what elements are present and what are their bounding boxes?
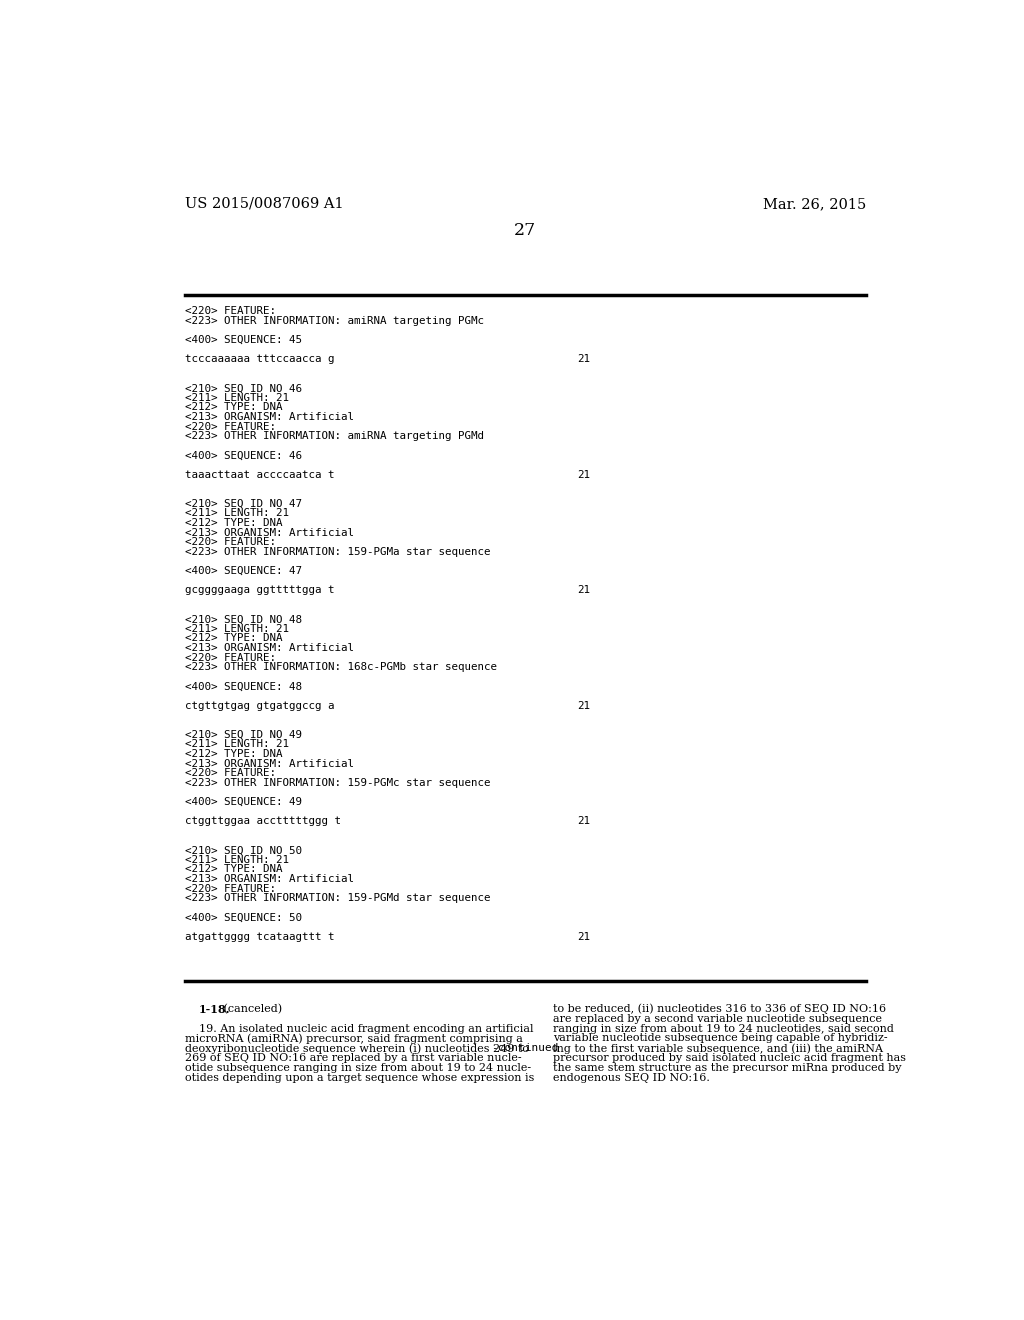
Text: <223> OTHER INFORMATION: amiRNA targeting PGMd: <223> OTHER INFORMATION: amiRNA targetin… xyxy=(184,432,483,441)
Text: <211> LENGTH: 21: <211> LENGTH: 21 xyxy=(184,855,289,865)
Text: <210> SEQ ID NO 49: <210> SEQ ID NO 49 xyxy=(184,730,302,739)
Text: 1-18.: 1-18. xyxy=(199,1003,230,1015)
Text: <210> SEQ ID NO 47: <210> SEQ ID NO 47 xyxy=(184,499,302,508)
Text: 21: 21 xyxy=(578,932,591,942)
Text: <220> FEATURE:: <220> FEATURE: xyxy=(184,768,275,779)
Text: tcccaaaaaa tttccaacca g: tcccaaaaaa tttccaacca g xyxy=(184,354,334,364)
Text: <223> OTHER INFORMATION: 168c-PGMb star sequence: <223> OTHER INFORMATION: 168c-PGMb star … xyxy=(184,663,497,672)
Text: 21: 21 xyxy=(578,701,591,711)
Text: atgattgggg tcataagttt t: atgattgggg tcataagttt t xyxy=(184,932,334,942)
Text: <212> TYPE: DNA: <212> TYPE: DNA xyxy=(184,748,282,759)
Text: ctgttgtgag gtgatggccg a: ctgttgtgag gtgatggccg a xyxy=(184,701,334,711)
Text: gcggggaaga ggtttttgga t: gcggggaaga ggtttttgga t xyxy=(184,585,334,595)
Text: <211> LENGTH: 21: <211> LENGTH: 21 xyxy=(184,508,289,519)
Text: <223> OTHER INFORMATION: 159-PGMc star sequence: <223> OTHER INFORMATION: 159-PGMc star s… xyxy=(184,777,490,788)
Text: variable nucleotide subsequence being capable of hybridiz-: variable nucleotide subsequence being ca… xyxy=(553,1034,888,1043)
Text: -continued: -continued xyxy=(492,1043,558,1053)
Text: to be reduced, (ii) nucleotides 316 to 336 of SEQ ID NO:16: to be reduced, (ii) nucleotides 316 to 3… xyxy=(553,1003,886,1015)
Text: Mar. 26, 2015: Mar. 26, 2015 xyxy=(763,197,866,211)
Text: precursor produced by said isolated nucleic acid fragment has: precursor produced by said isolated nucl… xyxy=(553,1053,905,1063)
Text: <220> FEATURE:: <220> FEATURE: xyxy=(184,422,275,432)
Text: 21: 21 xyxy=(578,470,591,480)
Text: ctggttggaa acctttttggg t: ctggttggaa acctttttggg t xyxy=(184,816,341,826)
Text: <210> SEQ ID NO 50: <210> SEQ ID NO 50 xyxy=(184,845,302,855)
Text: <213> ORGANISM: Artificial: <213> ORGANISM: Artificial xyxy=(184,412,353,422)
Text: <213> ORGANISM: Artificial: <213> ORGANISM: Artificial xyxy=(184,759,353,768)
Text: <211> LENGTH: 21: <211> LENGTH: 21 xyxy=(184,624,289,634)
Text: 19. An isolated nucleic acid fragment encoding an artificial: 19. An isolated nucleic acid fragment en… xyxy=(184,1023,534,1034)
Text: taaacttaat accccaatca t: taaacttaat accccaatca t xyxy=(184,470,334,480)
Text: microRNA (amiRNA) precursor, said fragment comprising a: microRNA (amiRNA) precursor, said fragme… xyxy=(184,1034,522,1044)
Text: 21: 21 xyxy=(578,585,591,595)
Text: <220> FEATURE:: <220> FEATURE: xyxy=(184,653,275,663)
Text: otide subsequence ranging in size from about 19 to 24 nucle-: otide subsequence ranging in size from a… xyxy=(184,1063,530,1073)
Text: <212> TYPE: DNA: <212> TYPE: DNA xyxy=(184,403,282,412)
Text: 21: 21 xyxy=(578,816,591,826)
Text: ing to the first variable subsequence, and (iii) the amiRNA: ing to the first variable subsequence, a… xyxy=(553,1043,883,1053)
Text: (canceled): (canceled) xyxy=(220,1003,283,1014)
Text: <223> OTHER INFORMATION: amiRNA targeting PGMc: <223> OTHER INFORMATION: amiRNA targetin… xyxy=(184,315,483,326)
Text: 27: 27 xyxy=(514,222,536,239)
Text: <213> ORGANISM: Artificial: <213> ORGANISM: Artificial xyxy=(184,528,353,537)
Text: <212> TYPE: DNA: <212> TYPE: DNA xyxy=(184,634,282,643)
Text: 21: 21 xyxy=(578,354,591,364)
Text: ranging in size from about 19 to 24 nucleotides, said second: ranging in size from about 19 to 24 nucl… xyxy=(553,1023,894,1034)
Text: <211> LENGTH: 21: <211> LENGTH: 21 xyxy=(184,393,289,403)
Text: the same stem structure as the precursor miRna produced by: the same stem structure as the precursor… xyxy=(553,1063,901,1073)
Text: <400> SEQUENCE: 49: <400> SEQUENCE: 49 xyxy=(184,797,302,807)
Text: <210> SEQ ID NO 48: <210> SEQ ID NO 48 xyxy=(184,614,302,624)
Text: endogenous SEQ ID NO:16.: endogenous SEQ ID NO:16. xyxy=(553,1073,710,1082)
Text: <220> FEATURE:: <220> FEATURE: xyxy=(184,884,275,894)
Text: <210> SEQ ID NO 46: <210> SEQ ID NO 46 xyxy=(184,383,302,393)
Text: <213> ORGANISM: Artificial: <213> ORGANISM: Artificial xyxy=(184,874,353,884)
Text: deoxyribonucleotide sequence wherein (i) nucleotides 249 to: deoxyribonucleotide sequence wherein (i)… xyxy=(184,1043,528,1053)
Text: <212> TYPE: DNA: <212> TYPE: DNA xyxy=(184,865,282,874)
Text: <400> SEQUENCE: 50: <400> SEQUENCE: 50 xyxy=(184,912,302,923)
Text: US 2015/0087069 A1: US 2015/0087069 A1 xyxy=(184,197,343,211)
Text: 269 of SEQ ID NO:16 are replaced by a first variable nucle-: 269 of SEQ ID NO:16 are replaced by a fi… xyxy=(184,1053,521,1063)
Text: otides depending upon a target sequence whose expression is: otides depending upon a target sequence … xyxy=(184,1073,534,1082)
Text: <220> FEATURE:: <220> FEATURE: xyxy=(184,537,275,548)
Text: <400> SEQUENCE: 47: <400> SEQUENCE: 47 xyxy=(184,566,302,576)
Text: <220> FEATURE:: <220> FEATURE: xyxy=(184,306,275,317)
Text: <212> TYPE: DNA: <212> TYPE: DNA xyxy=(184,517,282,528)
Text: <223> OTHER INFORMATION: 159-PGMd star sequence: <223> OTHER INFORMATION: 159-PGMd star s… xyxy=(184,894,490,903)
Text: <211> LENGTH: 21: <211> LENGTH: 21 xyxy=(184,739,289,750)
Text: are replaced by a second variable nucleotide subsequence: are replaced by a second variable nucleo… xyxy=(553,1014,882,1024)
Text: <400> SEQUENCE: 46: <400> SEQUENCE: 46 xyxy=(184,450,302,461)
Text: <213> ORGANISM: Artificial: <213> ORGANISM: Artificial xyxy=(184,643,353,653)
Text: <223> OTHER INFORMATION: 159-PGMa star sequence: <223> OTHER INFORMATION: 159-PGMa star s… xyxy=(184,546,490,557)
Text: <400> SEQUENCE: 48: <400> SEQUENCE: 48 xyxy=(184,681,302,692)
Text: <400> SEQUENCE: 45: <400> SEQUENCE: 45 xyxy=(184,335,302,345)
